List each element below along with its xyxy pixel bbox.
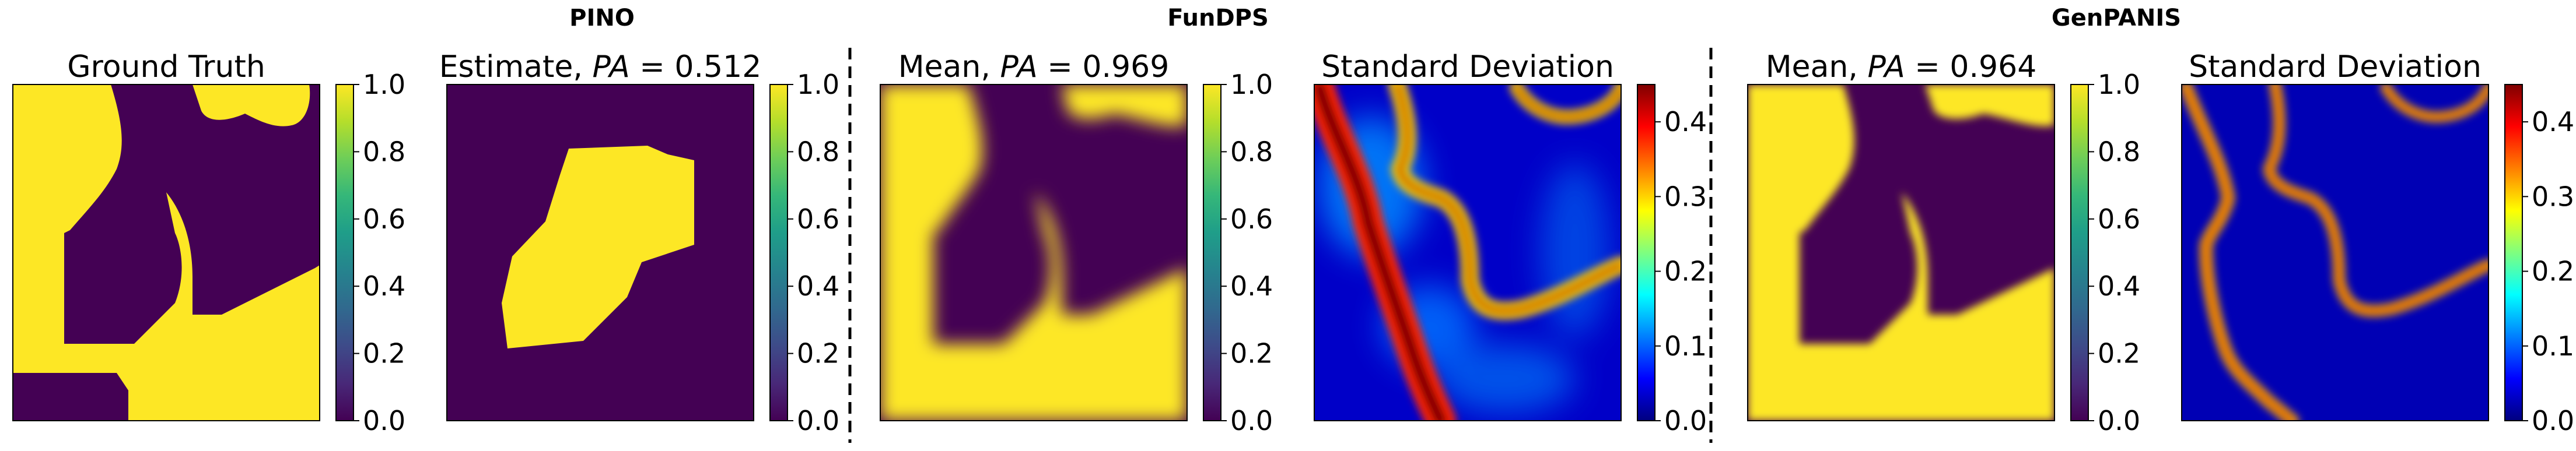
colorbar-tick-label: 0.0 — [363, 405, 405, 436]
colorbar-tick-label: 0.2 — [797, 338, 839, 369]
colorbar-tick-label: 0.1 — [2532, 330, 2574, 362]
heatmap-frame-fundps-std — [1314, 84, 1622, 421]
colorbar-tick-label: 0.4 — [797, 270, 839, 302]
panel-title-genpanis-mean: Mean, PA = 0.964 — [1766, 50, 2037, 84]
colorbar-tick-label: 0.4 — [2098, 270, 2140, 302]
colorbar-tick-label: 0.2 — [363, 338, 405, 369]
colorbar-tick-label: 1.0 — [2098, 69, 2140, 100]
colorbar-fundps-mean: 0.0 0.2 0.4 0.6 0.8 1.0 — [1203, 69, 1273, 436]
colorbar-tick-label: 0.2 — [1230, 338, 1273, 369]
colorbar-ground-truth: 0.0 0.2 0.4 0.6 0.8 1.0 — [335, 69, 405, 436]
colorbar-tick-label: 0.0 — [797, 405, 839, 436]
colorbar-tick-label: 0.4 — [1664, 106, 1707, 138]
colorbar-tick-label: 0.6 — [2098, 203, 2140, 235]
colorbar-fundps-std: 0.0 0.1 0.2 0.3 0.4 — [1637, 84, 1707, 436]
heatmap-frame-fundps-mean — [880, 84, 1188, 421]
colorbar-tick-label: 1.0 — [1230, 69, 1273, 100]
colorbar-tick-label: 0.0 — [2532, 405, 2574, 436]
heatmap-fundps-std — [1314, 84, 1621, 421]
colorbar-tick-label: 0.0 — [2098, 405, 2140, 436]
heatmap-pino-estimate — [447, 84, 754, 421]
heatmap-frame-genpanis-std — [2181, 84, 2489, 421]
colorbar-tick-label: 1.0 — [797, 69, 839, 100]
panel-title-pino-estimate: Estimate, PA = 0.512 — [439, 50, 762, 84]
heatmap-frame-genpanis-mean — [1747, 84, 2055, 421]
colorbar-tick-label: 0.8 — [797, 136, 839, 167]
colorbar-tick-label: 0.0 — [1664, 405, 1707, 436]
heatmap-genpanis-std — [2182, 84, 2488, 421]
colorbar-genpanis-std: 0.0 0.1 0.2 0.3 0.4 — [2504, 84, 2574, 436]
heatmap-frame-pino-estimate — [446, 84, 754, 421]
colorbar-tick-label: 0.8 — [363, 136, 405, 167]
colorbar-tick-label: 0.0 — [1230, 405, 1273, 436]
group-title-fundps: FunDPS — [1167, 5, 1269, 31]
panel-title-fundps-mean: Mean, PA = 0.969 — [898, 50, 1170, 84]
panel-title-genpanis-std: Standard Deviation — [2189, 50, 2482, 84]
panel-title-ground-truth: Ground Truth — [67, 50, 265, 84]
panel-title-fundps-std: Standard Deviation — [1321, 50, 1614, 84]
colorbar-tick-label: 0.8 — [1230, 136, 1273, 167]
heatmap-frame-ground-truth — [12, 84, 320, 421]
colorbar-tick-label: 0.4 — [363, 270, 405, 302]
colorbar-tick-label: 0.1 — [1664, 330, 1707, 362]
colorbar-pino-estimate: 0.0 0.2 0.4 0.6 0.8 1.0 — [769, 69, 839, 436]
group-title-genpanis: GenPANIS — [2052, 5, 2181, 31]
colorbar-tick-label: 0.2 — [2532, 256, 2574, 287]
colorbar-tick-label: 0.8 — [2098, 136, 2140, 167]
colorbar-tick-label: 0.4 — [2532, 106, 2574, 138]
heatmap-fundps-mean — [880, 84, 1187, 421]
colorbar-tick-label: 0.6 — [363, 203, 405, 235]
group-title-pino: PINO — [569, 5, 635, 31]
colorbar-tick-label: 0.2 — [2098, 338, 2140, 369]
heatmap-ground-truth — [13, 84, 320, 421]
colorbar-tick-label: 1.0 — [363, 69, 405, 100]
colorbar-tick-label: 0.4 — [1230, 270, 1273, 302]
heatmap-genpanis-mean — [1748, 84, 2054, 421]
colorbar-tick-label: 0.2 — [1664, 256, 1707, 287]
colorbar-genpanis-mean: 0.0 0.2 0.4 0.6 0.8 1.0 — [2070, 69, 2140, 436]
colorbar-tick-label: 0.6 — [797, 203, 839, 235]
colorbar-tick-label: 0.6 — [1230, 203, 1273, 235]
colorbar-tick-label: 0.3 — [2532, 181, 2574, 212]
colorbar-tick-label: 0.3 — [1664, 181, 1707, 212]
